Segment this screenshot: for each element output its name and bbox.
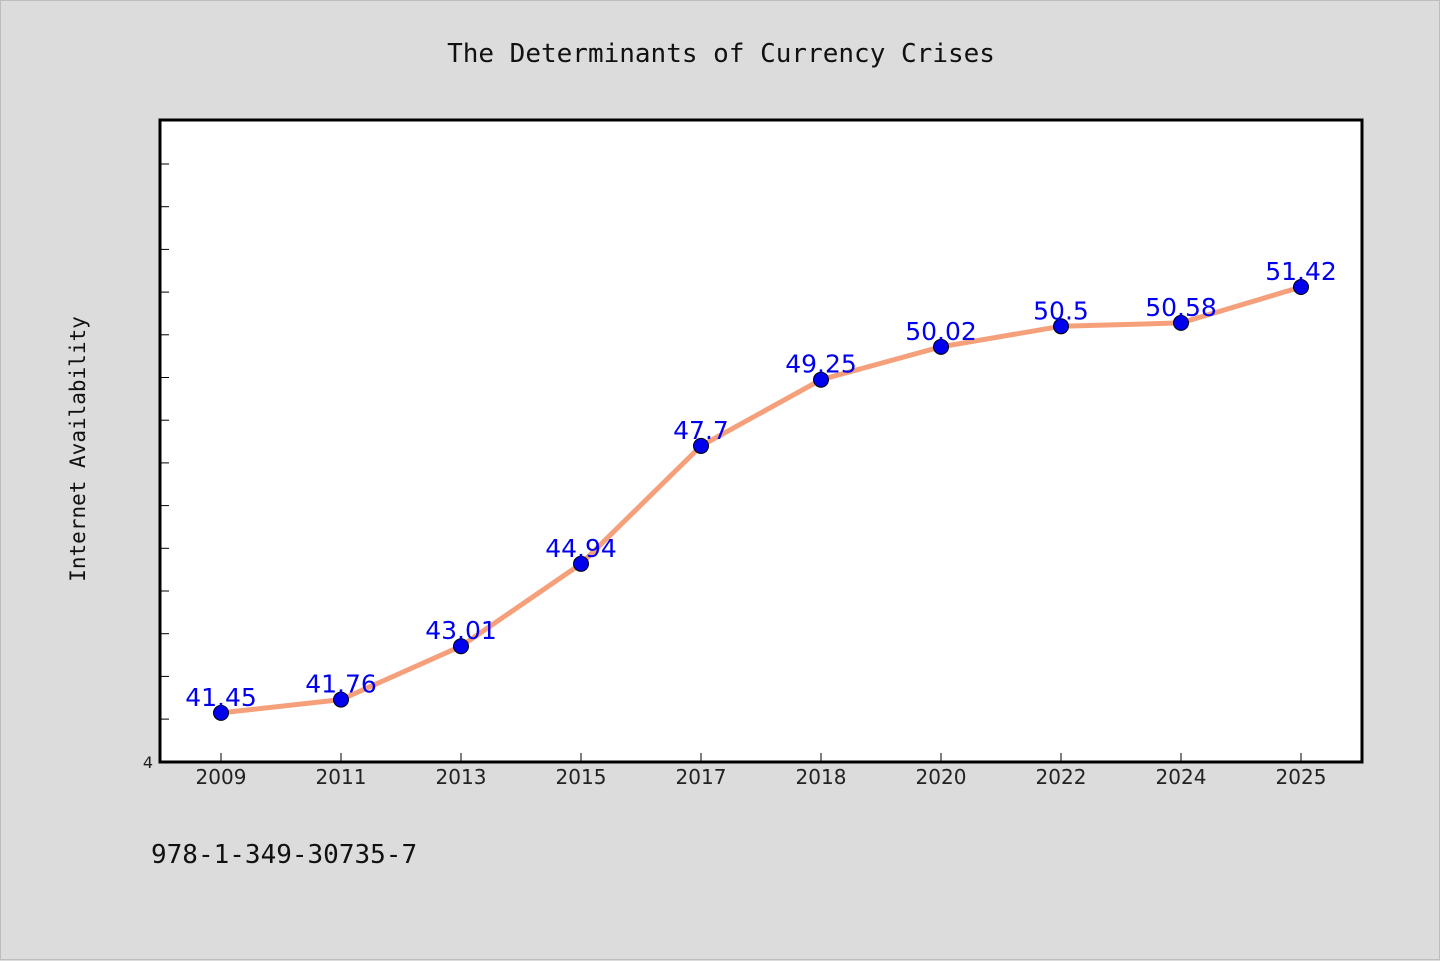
data-label: 47.7 <box>673 416 729 445</box>
plot-area <box>158 118 1364 764</box>
data-label: 41.76 <box>305 670 377 699</box>
isbn-text: 978-1-349-30735-7 <box>151 840 417 870</box>
x-tick-label: 2015 <box>556 765 607 789</box>
y-axis-label: Internet Availability <box>66 316 90 582</box>
data-point-marker <box>1173 314 1189 331</box>
data-label: 50.58 <box>1145 293 1217 322</box>
data-point-marker <box>1293 279 1309 296</box>
data-point-marker <box>453 638 469 655</box>
x-tick-label: 2013 <box>436 765 487 789</box>
x-tick-label: 2009 <box>196 765 247 789</box>
x-tick-label: 2024 <box>1156 765 1207 789</box>
y-axis-ticks <box>160 163 169 763</box>
x-tick-label: 2017 <box>676 765 727 789</box>
data-point-marker <box>693 437 709 454</box>
data-labels: 41.45 41.76 43.01 44.94 47.7 49.25 50.02 50.5 50… <box>185 257 1337 712</box>
data-point-marker <box>573 555 589 572</box>
data-label: 50.5 <box>1033 296 1089 325</box>
data-label: 50.02 <box>905 317 977 346</box>
x-tick-label: 2020 <box>916 765 967 789</box>
series-line <box>218 284 1304 716</box>
x-tick-label: 2018 <box>796 765 847 789</box>
series-markers <box>213 279 1309 721</box>
data-point-marker <box>213 704 229 721</box>
x-tick-label: 2025 <box>1276 765 1327 789</box>
x-axis-ticks <box>220 753 1302 762</box>
data-point-marker <box>933 338 949 355</box>
data-label: 49.25 <box>785 350 857 379</box>
chart-title: The Determinants of Currency Crises <box>447 39 995 69</box>
data-label: 43.01 <box>425 616 497 645</box>
data-point-marker <box>813 371 829 388</box>
data-label: 41.45 <box>185 683 257 712</box>
data-point-marker <box>333 691 349 708</box>
x-tick-label: 2022 <box>1036 765 1087 789</box>
x-axis-tick-labels: 2009 2011 2013 2015 2017 2018 2020 2022 2024 2025 <box>196 765 1327 789</box>
x-tick-label: 2011 <box>316 765 367 789</box>
data-label: 44.94 <box>545 534 617 563</box>
y-tick-label: 4 <box>143 753 153 772</box>
data-label: 51.42 <box>1265 257 1337 286</box>
data-point-marker <box>1053 318 1069 335</box>
